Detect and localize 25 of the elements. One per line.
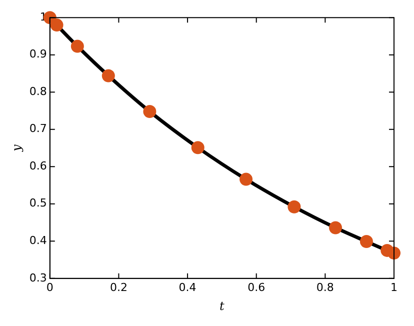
point [70, 40, 84, 53]
y-tick-label: 0.7 [29, 122, 47, 136]
x-tick-label: 0.4 [178, 280, 196, 294]
point [191, 141, 204, 154]
x-axis-title: t [220, 298, 225, 313]
y-tick-label: 0.5 [29, 196, 47, 210]
y-tick-label: 0.8 [29, 84, 47, 98]
y-tick-label: 0.3 [29, 271, 47, 284]
y-tick-label: 0.4 [29, 234, 47, 247]
point [288, 200, 301, 214]
point [329, 221, 342, 234]
y-axis-title: y [9, 144, 24, 152]
point [388, 246, 400, 260]
point [143, 104, 156, 118]
point [240, 172, 253, 186]
point [102, 69, 115, 82]
x-tick-label: 1 [390, 280, 398, 294]
y-tick-label: 0.9 [29, 48, 47, 61]
x-tick-label: 0.8 [316, 280, 334, 294]
y-tick-label: 0.6 [29, 159, 47, 172]
point [360, 235, 373, 248]
x-tick-label: 0.6 [248, 280, 266, 294]
x-tick-label: 0.2 [110, 280, 128, 294]
x-tick-label: 0 [46, 280, 54, 294]
point [50, 18, 64, 32]
